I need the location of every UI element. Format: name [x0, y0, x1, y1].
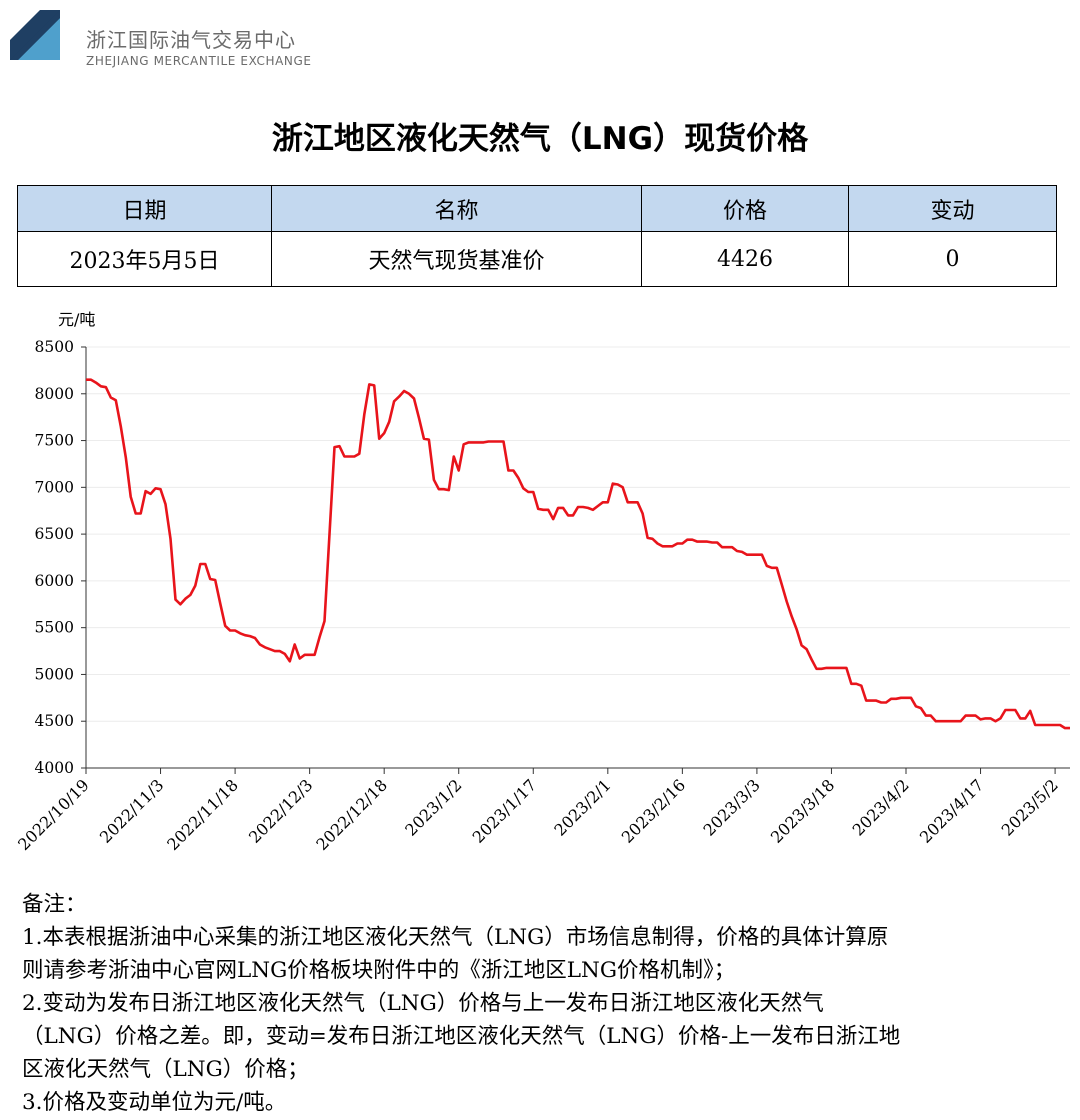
- cell-change: 0: [848, 231, 1057, 287]
- x-tick-label: 2022/11/18: [163, 775, 242, 854]
- note-line: 2.变动为发布日浙江地区液化天然气（LNG）价格与上一发布日浙江地区液化天然气: [22, 991, 824, 1016]
- y-tick-label: 4000: [35, 759, 74, 777]
- header-name: 名称: [271, 185, 642, 232]
- y-tick-label: 4500: [35, 712, 74, 730]
- exchange-logo: 浙江国际油气交易中心 ZHEJIANG MERCANTILE EXCHANGE: [10, 10, 311, 68]
- x-tick-label: 2022/11/3: [96, 775, 167, 846]
- price-line-chart: 元/吨 4000 4500 5000 5500 6000 6500 7000 7500 8000 8…: [14, 310, 1070, 854]
- logo-english-name: ZHEJIANG MERCANTILE EXCHANGE: [86, 54, 312, 68]
- header-change: 变动: [848, 185, 1057, 232]
- header-date: 日期: [17, 185, 272, 232]
- y-tick-label: 7000: [35, 478, 74, 496]
- logo-mark-icon: [10, 10, 60, 60]
- x-tick-label: 2023/2/1: [550, 775, 614, 839]
- y-tick-label: 6500: [35, 525, 74, 543]
- y-tick-label: 8000: [35, 385, 74, 403]
- x-tick-label: 2022/10/19: [14, 775, 93, 854]
- y-tick-label: 5500: [35, 619, 74, 637]
- x-tick-label: 2023/1/2: [401, 775, 465, 839]
- x-tick-label: 2023/1/17: [469, 775, 540, 846]
- y-axis-unit-label: 元/吨: [58, 310, 95, 329]
- x-tick-label: 2023/2/16: [618, 775, 689, 846]
- note-line: 则请参考浙油中心官网LNG价格板块附件中的《浙江地区LNG价格机制》；: [22, 958, 736, 983]
- x-tick-label: 2023/4/17: [916, 775, 987, 846]
- note-line: 3.价格及变动单位为元/吨。: [22, 1090, 287, 1115]
- y-tick-label: 6000: [35, 572, 74, 590]
- cell-date: 2023年5月5日: [17, 231, 272, 287]
- x-tick-label: 2023/3/3: [699, 775, 763, 839]
- y-tick-label: 7500: [35, 432, 74, 450]
- page-title: 浙江地区液化天然气（LNG）现货价格: [271, 121, 809, 157]
- header-price: 价格: [641, 185, 849, 232]
- cell-price: 4426: [641, 231, 849, 287]
- x-tick-label: 2022/12/18: [312, 775, 391, 854]
- x-tick-label: 2023/3/18: [767, 775, 838, 846]
- logo-chinese-name: 浙江国际油气交易中心: [86, 28, 296, 52]
- note-line: 区液化天然气（LNG）价格；: [22, 1057, 309, 1082]
- cell-name: 天然气现货基准价: [271, 231, 642, 287]
- price-table: 日期 名称 价格 变动 2023年5月5日 天然气现货基准价 4426 0: [17, 185, 1057, 287]
- note-line: （LNG）价格之差。即，变动=发布日浙江地区液化天然气（LNG）价格-上一发布日…: [22, 1024, 901, 1049]
- notes-heading: 备注：: [22, 892, 87, 917]
- price-series-line: [86, 378, 1070, 730]
- y-tick-label: 8500: [35, 338, 74, 356]
- table-header-row: 日期 名称 价格 变动: [17, 185, 1057, 232]
- table-row: 2023年5月5日 天然气现货基准价 4426 0: [17, 231, 1057, 287]
- note-line: 1.本表根据浙油中心采集的浙江地区液化天然气（LNG）市场信息制得，价格的具体计…: [22, 925, 889, 950]
- x-tick-label: 2023/5/2: [998, 775, 1062, 839]
- x-tick-label: 2023/4/2: [849, 775, 913, 839]
- x-tick-label: 2022/12/3: [245, 775, 316, 846]
- notes: 备注： 1.本表根据浙油中心采集的浙江地区液化天然气（LNG）市场信息制得，价格…: [22, 888, 1062, 1119]
- y-tick-label: 5000: [35, 665, 74, 683]
